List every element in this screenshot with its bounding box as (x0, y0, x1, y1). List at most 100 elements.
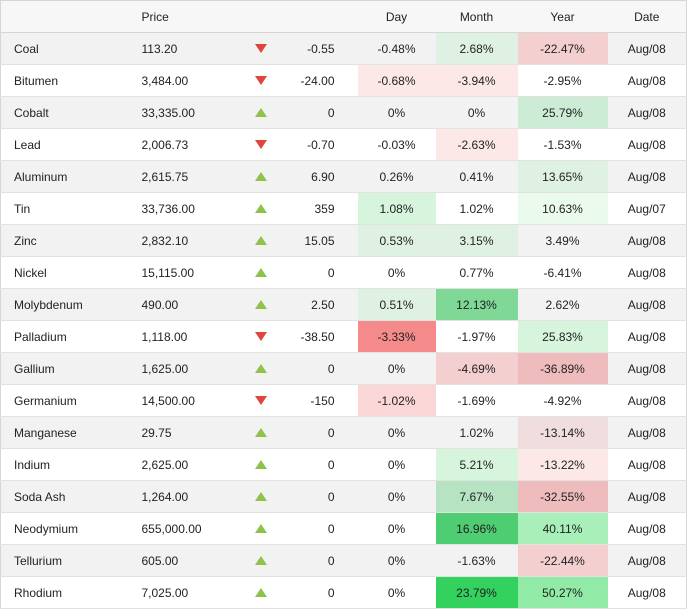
change-cell: 0 (283, 512, 358, 545)
table-row[interactable]: Molybdenum 490.00 2.50 0.51% 12.13% 2.62% Aug/… (0, 288, 687, 321)
month-pct-cell: -1.63% (435, 544, 518, 577)
commodity-name[interactable]: Coal (0, 32, 130, 65)
price-cell: 29.75 (129, 416, 238, 449)
change-cell: 0 (283, 416, 358, 449)
date-cell: Aug/08 (607, 128, 687, 161)
table-row[interactable]: Germanium 14,500.00 -150 -1.02% -1.69% -4.92%… (0, 384, 687, 417)
commodity-name[interactable]: Nickel (0, 256, 130, 289)
month-pct-cell: -3.94% (435, 64, 518, 97)
month-pct-cell: -1.69% (435, 384, 518, 417)
arrow-up-icon (254, 203, 267, 213)
price-cell: 2,006.73 (129, 128, 238, 161)
table-row[interactable]: Tin 33,736.00 359 1.08% 1.02% 10.63% Aug/07 (0, 192, 687, 225)
price-cell: 14,500.00 (129, 384, 238, 417)
col-header-month[interactable]: Month (435, 0, 518, 33)
price-cell: 1,118.00 (129, 320, 238, 353)
month-pct-cell: 5.21% (435, 448, 518, 481)
year-pct-cell: 25.79% (517, 96, 608, 129)
date-cell: Aug/08 (607, 320, 687, 353)
date-cell: Aug/08 (607, 576, 687, 609)
year-pct-cell: -1.53% (517, 128, 608, 161)
date-cell: Aug/08 (607, 480, 687, 513)
month-pct-cell: 3.15% (435, 224, 518, 257)
commodity-name[interactable]: Germanium (0, 384, 130, 417)
table-row[interactable]: Bitumen 3,484.00 -24.00 -0.68% -3.94% -2.95% A… (0, 64, 687, 97)
direction-cell (237, 384, 284, 417)
table-row[interactable]: Rhodium 7,025.00 0 0% 23.79% 50.27% Aug/08 (0, 576, 687, 609)
table-row[interactable]: Soda Ash 1,264.00 0 0% 7.67% -32.55% Aug/08 (0, 480, 687, 513)
day-pct-cell: 0% (357, 448, 436, 481)
table-row[interactable]: Palladium 1,118.00 -38.50 -3.33% -1.97% 25.83… (0, 320, 687, 353)
commodity-name[interactable]: Palladium (0, 320, 130, 353)
day-pct-cell: 0% (357, 544, 436, 577)
date-cell: Aug/08 (607, 32, 687, 65)
month-pct-cell: 1.02% (435, 192, 518, 225)
table-row[interactable]: Indium 2,625.00 0 0% 5.21% -13.22% Aug/08 (0, 448, 687, 481)
year-pct-cell: -13.22% (517, 448, 608, 481)
year-pct-cell: 50.27% (517, 576, 608, 609)
table-row[interactable]: Zinc 2,832.10 15.05 0.53% 3.15% 3.49% Aug/08 (0, 224, 687, 257)
commodity-name[interactable]: Soda Ash (0, 480, 130, 513)
col-header-day[interactable]: Day (357, 0, 436, 33)
price-cell: 3,484.00 (129, 64, 238, 97)
table-row[interactable]: Manganese 29.75 0 0% 1.02% -13.14% Aug/08 (0, 416, 687, 449)
arrow-up-icon (254, 491, 267, 501)
direction-cell (237, 32, 284, 65)
arrow-down-icon (254, 75, 267, 85)
day-pct-cell: 0% (357, 416, 436, 449)
direction-cell (237, 352, 284, 385)
arrow-up-icon (254, 235, 267, 245)
arrow-up-icon (254, 459, 267, 469)
month-pct-cell: 0.41% (435, 160, 518, 193)
change-cell: -0.55 (283, 32, 358, 65)
commodity-name[interactable]: Aluminum (0, 160, 130, 193)
commodity-name[interactable]: Cobalt (0, 96, 130, 129)
table-row[interactable]: Neodymium 655,000.00 0 0% 16.96% 40.11% Aug/08 (0, 512, 687, 545)
table-row[interactable]: Cobalt 33,335.00 0 0% 0% 25.79% Aug/08 (0, 96, 687, 129)
year-pct-cell: 25.83% (517, 320, 608, 353)
direction-cell (237, 128, 284, 161)
year-pct-cell: -36.89% (517, 352, 608, 385)
col-header-price[interactable]: Price (129, 0, 238, 33)
commodity-name[interactable]: Zinc (0, 224, 130, 257)
commodity-name[interactable]: Gallium (0, 352, 130, 385)
arrow-up-icon (254, 587, 267, 597)
table-row[interactable]: Lead 2,006.73 -0.70 -0.03% -2.63% -1.53% Aug/0… (0, 128, 687, 161)
commodity-name[interactable]: Lead (0, 128, 130, 161)
commodity-name[interactable]: Indium (0, 448, 130, 481)
day-pct-cell: 0.26% (357, 160, 436, 193)
direction-cell (237, 576, 284, 609)
change-cell: -150 (283, 384, 358, 417)
table-row[interactable]: Tellurium 605.00 0 0% -1.63% -22.44% Aug/08 (0, 544, 687, 577)
direction-cell (237, 320, 284, 353)
price-cell: 490.00 (129, 288, 238, 321)
change-cell: 0 (283, 96, 358, 129)
table-row[interactable]: Coal 113.20 -0.55 -0.48% 2.68% -22.47% Aug/08 (0, 32, 687, 65)
day-pct-cell: 0% (357, 480, 436, 513)
direction-cell (237, 416, 284, 449)
table-row[interactable]: Nickel 15,115.00 0 0% 0.77% -6.41% Aug/08 (0, 256, 687, 289)
commodity-name[interactable]: Tellurium (0, 544, 130, 577)
price-cell: 2,625.00 (129, 448, 238, 481)
col-header-date[interactable]: Date (607, 0, 687, 33)
commodity-name[interactable]: Bitumen (0, 64, 130, 97)
table-row[interactable]: Aluminum 2,615.75 6.90 0.26% 0.41% 13.65% Aug/… (0, 160, 687, 193)
commodity-name[interactable]: Tin (0, 192, 130, 225)
change-cell: 0 (283, 448, 358, 481)
table-row[interactable]: Gallium 1,625.00 0 0% -4.69% -36.89% Aug/08 (0, 352, 687, 385)
month-pct-cell: 7.67% (435, 480, 518, 513)
month-pct-cell: 0% (435, 96, 518, 129)
direction-cell (237, 288, 284, 321)
commodity-name[interactable]: Neodymium (0, 512, 130, 545)
change-cell: 0 (283, 256, 358, 289)
commodity-name[interactable]: Manganese (0, 416, 130, 449)
month-pct-cell: 2.68% (435, 32, 518, 65)
year-pct-cell: -6.41% (517, 256, 608, 289)
arrow-up-icon (254, 555, 267, 565)
col-header-year[interactable]: Year (517, 0, 608, 33)
col-header-name (0, 0, 130, 33)
commodity-name[interactable]: Molybdenum (0, 288, 130, 321)
day-pct-cell: 0% (357, 352, 436, 385)
date-cell: Aug/08 (607, 256, 687, 289)
commodity-name[interactable]: Rhodium (0, 576, 130, 609)
